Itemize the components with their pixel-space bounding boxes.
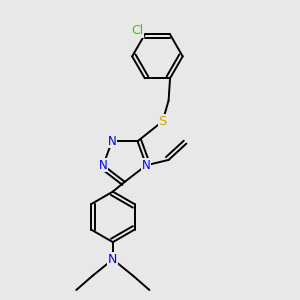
Text: N: N: [99, 159, 108, 172]
Text: S: S: [158, 115, 167, 128]
Text: Cl: Cl: [131, 24, 143, 38]
Text: N: N: [108, 253, 118, 266]
Text: N: N: [108, 135, 116, 148]
Text: N: N: [142, 159, 151, 172]
